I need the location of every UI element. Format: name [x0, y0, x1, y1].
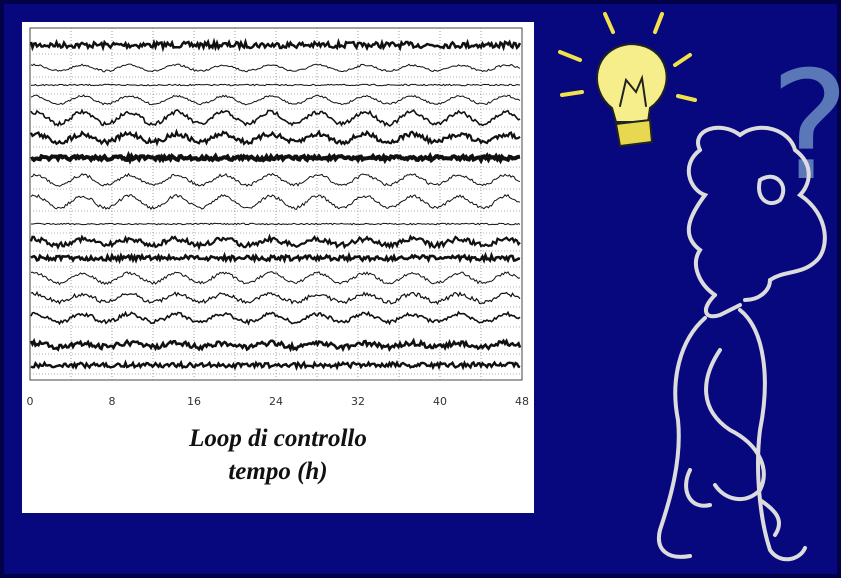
- page: 0 8 16 24 32 40 48 Loop di controllo tempo (h)…: [0, 0, 841, 578]
- x-tick-label: 8: [109, 395, 116, 408]
- x-tick-label: 32: [351, 395, 365, 408]
- caption-line: tempo (h): [228, 458, 327, 485]
- x-tick-label: 0: [27, 395, 34, 408]
- caption-line: Loop di controllo: [188, 425, 367, 452]
- slide: 0 8 16 24 32 40 48 Loop di controllo tempo (h)…: [0, 0, 841, 578]
- x-tick-label: 40: [433, 395, 447, 408]
- x-tick-label: 24: [269, 395, 283, 408]
- x-tick-label: 48: [515, 395, 529, 408]
- trace: [31, 156, 520, 160]
- x-tick-label: 16: [187, 395, 201, 408]
